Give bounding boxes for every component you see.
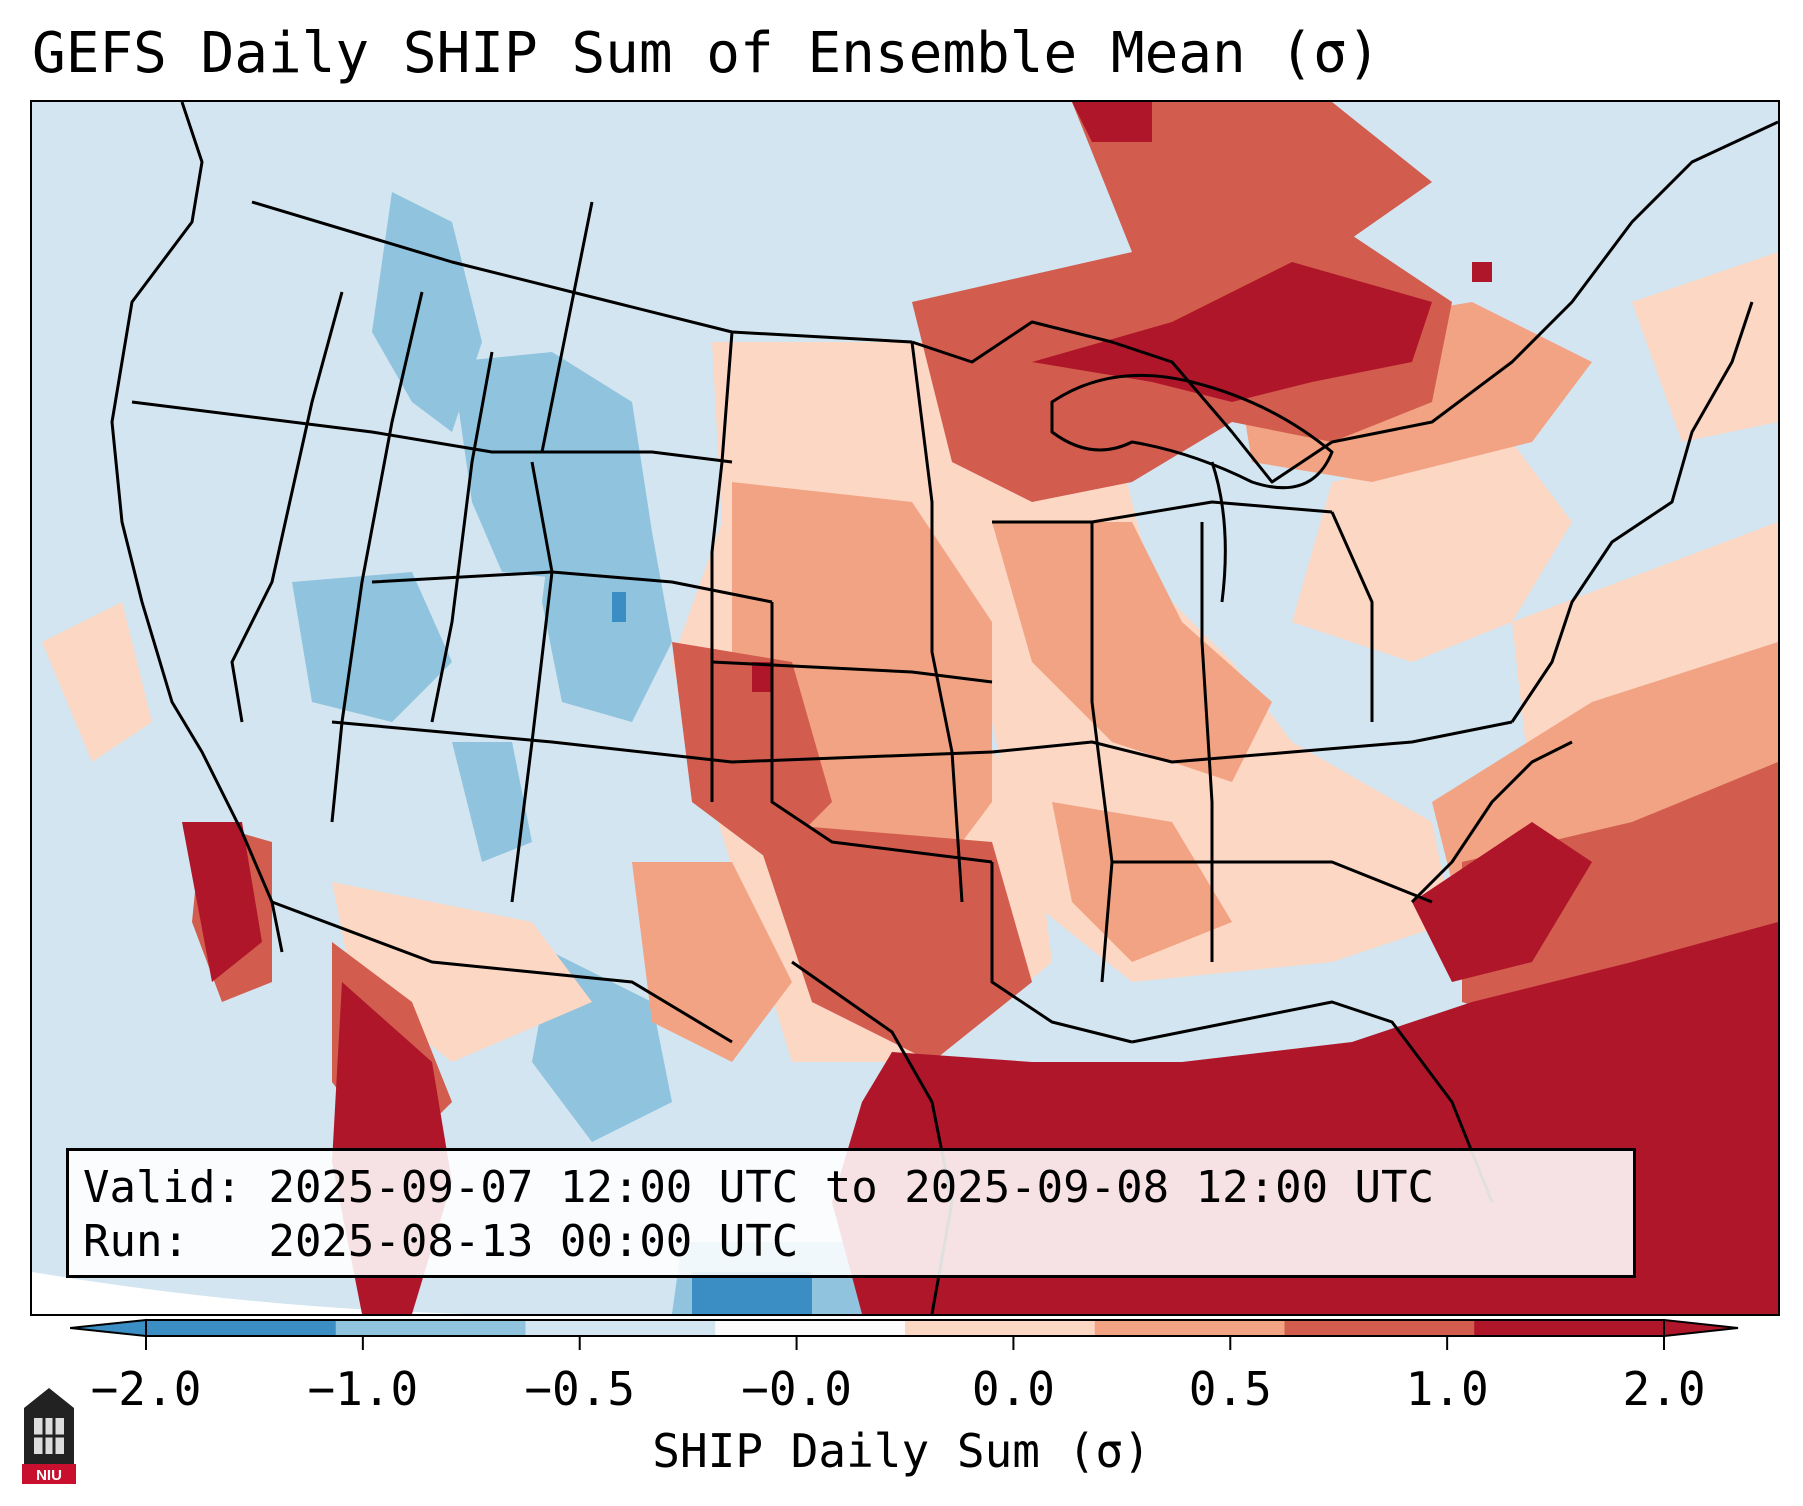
run-value: 2025-08-13 00:00 UTC — [268, 1216, 799, 1267]
colorbar-tick-label: −1.0 — [307, 1362, 419, 1416]
colorbar-segment — [146, 1320, 337, 1336]
colorbar-tick-label: −2.0 — [90, 1362, 202, 1416]
field-strong-negative — [612, 592, 812, 1314]
colorbar-tick-label: −0.0 — [741, 1362, 852, 1416]
great-lakes — [1050, 373, 1334, 490]
colorbar-segment — [335, 1320, 526, 1336]
colorbar-segment — [1094, 1320, 1285, 1336]
ship-anomaly-map — [32, 102, 1778, 1314]
valid-value: 2025-09-07 12:00 UTC to 2025-09-08 12:00… — [268, 1162, 1435, 1213]
canada-border-east — [911, 120, 1778, 484]
east-coastline — [1510, 301, 1754, 723]
colorbar-tick-label: 1.0 — [1405, 1362, 1489, 1416]
colorbar-segment — [905, 1320, 1096, 1336]
valid-label: Valid: — [83, 1162, 242, 1213]
colorbar-tick-label: 0.5 — [1188, 1362, 1272, 1416]
colorbar-segment — [715, 1320, 906, 1336]
colorbar-min-extend — [70, 1318, 147, 1338]
colorbar-segment — [1284, 1320, 1475, 1336]
colorbar-tick-label: 2.0 — [1622, 1362, 1706, 1416]
validity-info-box: Valid: 2025-09-07 12:00 UTC to 2025-09-0… — [66, 1148, 1636, 1278]
canada-border-west — [251, 200, 913, 344]
colorbar — [70, 1318, 1739, 1350]
svg-text:NIU: NIU — [36, 1467, 62, 1484]
mexico-border — [271, 900, 733, 1044]
niu-logo: NIU — [22, 1388, 76, 1484]
west-coastline — [110, 102, 284, 953]
map-title: GEFS Daily SHIP Sum of Ensemble Mean (σ) — [32, 21, 1381, 86]
colorbar-max-extend — [1663, 1318, 1739, 1338]
colorbar-tick-label: −0.5 — [524, 1362, 636, 1416]
colorbar-tick-label: 0.0 — [971, 1362, 1055, 1416]
colorbar-max-fill — [1664, 1320, 1738, 1336]
projection-edge — [32, 1272, 632, 1314]
gulf-coast-east — [1131, 1000, 1494, 1203]
boundaries — [110, 102, 1778, 1314]
colorbar-min-fill — [70, 1320, 146, 1336]
run-label: Run: — [83, 1216, 189, 1267]
map-panel — [30, 100, 1780, 1316]
colorbar-label: SHIP Daily Sum (σ) — [652, 1424, 1151, 1478]
colorbar-segment — [525, 1320, 716, 1336]
colorbar-segment — [1474, 1320, 1665, 1336]
